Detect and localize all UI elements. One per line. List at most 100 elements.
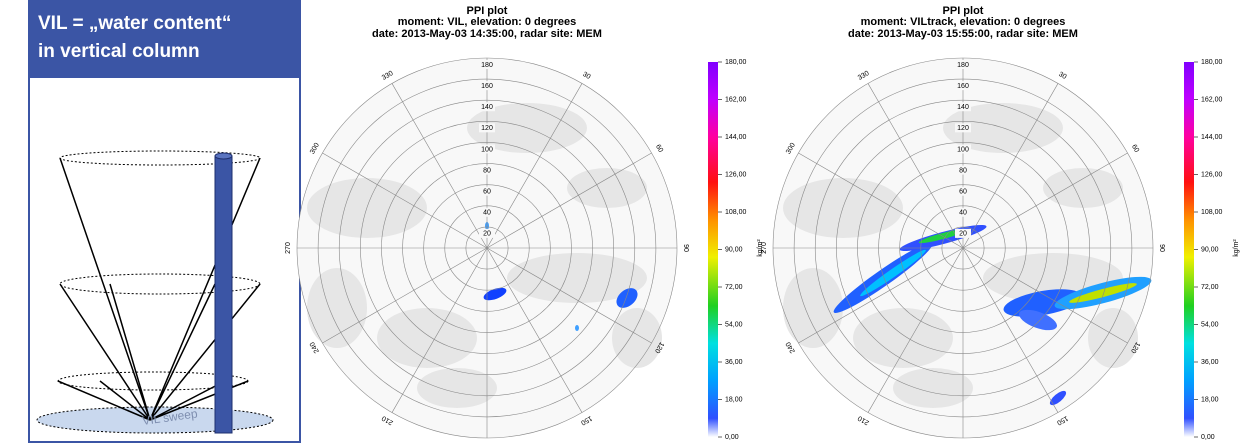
echo <box>1019 309 1057 331</box>
azimuth-label: 150 <box>579 414 593 426</box>
radial-line <box>962 83 1059 249</box>
plot-subtitle: moment: VIL, elevation: 0 degrees <box>398 16 577 28</box>
range-label: 20 <box>959 231 967 238</box>
colorbar-label: 18,00 <box>725 396 743 403</box>
vil-diagram <box>36 150 274 434</box>
colorbar-label: 72,00 <box>1201 284 1219 291</box>
colorbar-label: 90,00 <box>1201 246 1219 253</box>
colorbar-label: 0,00 <box>725 434 739 441</box>
colorbar-label: 0,00 <box>1201 434 1215 441</box>
radial-line <box>867 83 964 249</box>
colorbar-label: 18,00 <box>1201 396 1219 403</box>
radial-line <box>962 247 1059 413</box>
range-label-bg <box>955 102 971 112</box>
range-ring <box>899 184 1027 312</box>
range-ring <box>402 163 572 333</box>
radial-line <box>867 247 964 413</box>
azimuth-label: 330 <box>381 70 395 82</box>
colorbar-unit: kg/m² <box>1233 239 1240 257</box>
radial-line <box>798 152 964 249</box>
radial-line <box>322 247 488 344</box>
clutter <box>567 168 647 208</box>
range-label-bg <box>955 60 971 69</box>
colorbar-label: 90,00 <box>725 246 743 253</box>
radial-line <box>962 152 1128 249</box>
azimuth-label: 210 <box>381 414 395 426</box>
azimuth-label: 60 <box>1130 144 1140 154</box>
azimuth-label: 330 <box>857 70 871 82</box>
range-label-bg <box>479 144 495 154</box>
range-label: 80 <box>483 167 491 174</box>
ppi-plot: 2040608010012014016018030609012015018021… <box>285 57 689 448</box>
range-label-bg <box>479 102 495 112</box>
azimuth-label: 60 <box>654 144 664 154</box>
azimuth-label: 300 <box>309 142 321 156</box>
range-label-bg <box>955 228 971 238</box>
panel-title: VIL = „water content“ <box>38 13 231 34</box>
colorbar-label: 36,00 <box>1201 359 1219 366</box>
radial-line <box>391 83 488 249</box>
plot-subtitle: moment: VILtrack, elevation: 0 degrees <box>861 16 1066 28</box>
colorbar <box>1184 62 1194 437</box>
range-ring <box>444 205 530 291</box>
clutter <box>893 368 973 408</box>
range-label: 40 <box>959 210 967 217</box>
colorbar-label: 36,00 <box>725 359 743 366</box>
range-label: 20 <box>483 231 491 238</box>
range-label: 180 <box>957 62 969 69</box>
range-ring <box>814 99 1112 397</box>
clutter <box>417 368 497 408</box>
azimuth-label: 90 <box>1158 244 1165 252</box>
range-ring <box>772 57 1154 439</box>
plot-title: PPI plot <box>467 5 508 17</box>
range-label: 40 <box>483 210 491 217</box>
radial-line <box>798 247 964 344</box>
range-label: 140 <box>481 104 493 111</box>
range-ring <box>941 226 985 270</box>
echo <box>1049 390 1067 406</box>
colorbar-label: 162,00 <box>725 96 747 103</box>
clutter <box>1088 308 1138 368</box>
colorbar-label: 108,00 <box>725 209 747 216</box>
range-label: 140 <box>957 104 969 111</box>
radial-line <box>486 247 652 344</box>
range-label-bg <box>479 165 495 175</box>
range-label-bg <box>479 228 495 238</box>
azimuth-label: 210 <box>857 414 871 426</box>
range-label: 80 <box>959 167 967 174</box>
range-ring <box>465 226 509 270</box>
plot-date: date: 2013-May-03 15:55:00, radar site: … <box>848 28 1078 40</box>
plot-title: PPI plot <box>943 5 984 17</box>
range-label: 100 <box>481 146 493 153</box>
panel-title: in vertical column <box>38 41 200 62</box>
range-label-bg <box>479 81 495 91</box>
radial-line <box>486 152 652 249</box>
range-label-bg <box>955 186 971 196</box>
colorbar-label: 54,00 <box>725 321 743 328</box>
ppi-plot: 2040608010012014016018030609012015018021… <box>761 57 1165 448</box>
range-label: 100 <box>957 146 969 153</box>
range-ring <box>360 121 614 375</box>
azimuth-label: 120 <box>1129 341 1141 355</box>
range-label: 120 <box>481 125 493 132</box>
echo <box>575 325 579 331</box>
colorbar-label: 54,00 <box>1201 321 1219 328</box>
azimuth-label: 240 <box>785 340 797 354</box>
range-ring <box>857 142 1069 354</box>
azimuth-label: 270 <box>285 242 292 254</box>
range-label-bg <box>955 144 971 154</box>
azimuth-label: 300 <box>785 142 797 156</box>
azimuth-label: 90 <box>682 244 689 252</box>
echo <box>616 288 638 308</box>
radial-line <box>486 247 583 413</box>
azimuth-label: 30 <box>581 71 591 81</box>
range-label-bg <box>479 186 495 196</box>
panel-header <box>29 1 300 78</box>
echo <box>1069 283 1137 303</box>
clutter <box>1043 168 1123 208</box>
range-ring <box>381 142 593 354</box>
clutter <box>377 308 477 368</box>
range-label: 160 <box>481 83 493 90</box>
range-ring <box>920 205 1006 291</box>
